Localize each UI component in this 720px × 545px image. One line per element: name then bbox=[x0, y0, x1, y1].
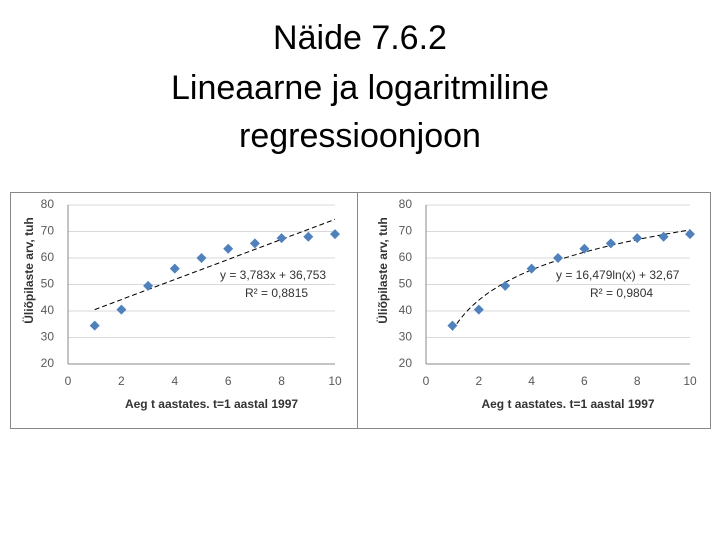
y-tick-label: 60 bbox=[399, 250, 413, 264]
slide-title: regressioonjoon bbox=[239, 117, 481, 155]
y-tick-label: 40 bbox=[41, 303, 55, 317]
y-tick-label: 60 bbox=[41, 250, 55, 264]
x-tick-label: 6 bbox=[581, 374, 588, 388]
x-tick-label: 0 bbox=[423, 374, 430, 388]
x-tick-label: 6 bbox=[225, 374, 232, 388]
y-tick-label: 50 bbox=[41, 277, 55, 291]
x-tick-label: 8 bbox=[634, 374, 641, 388]
data-point bbox=[196, 253, 207, 263]
trendline-equation: y = 3,783x + 36,753 bbox=[220, 268, 326, 282]
data-point bbox=[632, 233, 643, 244]
data-point bbox=[553, 253, 563, 263]
x-tick-label: 10 bbox=[328, 374, 342, 388]
y-axis-label: Üliõpilaste arv, tuh bbox=[375, 217, 390, 323]
data-point bbox=[276, 233, 287, 244]
data-point bbox=[447, 320, 458, 331]
data-point bbox=[526, 263, 537, 274]
y-tick-label: 70 bbox=[41, 224, 55, 238]
trendline bbox=[94, 218, 336, 311]
trendline-r-squared: R² = 0,9804 bbox=[590, 286, 653, 300]
y-tick-label: 80 bbox=[399, 197, 413, 211]
x-axis-label: Aeg t aastates. t=1 aastal 1997 bbox=[481, 397, 654, 411]
data-point bbox=[303, 231, 314, 242]
x-tick-label: 4 bbox=[171, 374, 178, 388]
data-point bbox=[223, 243, 234, 254]
slide-title: Lineaarne ja logaritmiline bbox=[171, 69, 549, 107]
y-tick-label: 50 bbox=[399, 277, 413, 291]
x-tick-label: 4 bbox=[528, 374, 535, 388]
data-point bbox=[116, 304, 127, 315]
trendline-r-squared: R² = 0,8815 bbox=[245, 286, 308, 300]
data-point bbox=[249, 238, 260, 249]
x-tick-label: 10 bbox=[683, 374, 697, 388]
data-point bbox=[579, 243, 590, 254]
y-tick-label: 40 bbox=[399, 303, 413, 317]
x-axis-label: Aeg t aastates. t=1 aastal 1997 bbox=[125, 397, 298, 411]
y-axis-label: Üliõpilaste arv, tuh bbox=[21, 217, 36, 323]
charts-frame bbox=[10, 192, 711, 429]
y-tick-label: 80 bbox=[41, 197, 55, 211]
data-point bbox=[605, 238, 616, 249]
x-tick-label: 8 bbox=[278, 374, 285, 388]
y-tick-label: 30 bbox=[41, 330, 55, 344]
y-tick-label: 20 bbox=[41, 356, 55, 370]
data-point bbox=[89, 320, 100, 331]
data-point bbox=[685, 229, 695, 240]
x-tick-label: 2 bbox=[118, 374, 125, 388]
trendline-equation: y = 16,479ln(x) + 32,67 bbox=[556, 268, 680, 282]
data-point bbox=[330, 229, 340, 240]
y-tick-label: 20 bbox=[399, 356, 413, 370]
data-point bbox=[143, 280, 154, 291]
data-point bbox=[500, 280, 511, 291]
y-tick-label: 30 bbox=[399, 330, 413, 344]
x-tick-label: 2 bbox=[475, 374, 482, 388]
data-point bbox=[473, 304, 484, 315]
x-tick-label: 0 bbox=[65, 374, 72, 388]
y-tick-label: 70 bbox=[399, 224, 413, 238]
data-point bbox=[169, 263, 180, 274]
slide-title: Näide 7.6.2 bbox=[273, 19, 447, 57]
trendline bbox=[451, 229, 691, 331]
data-point bbox=[658, 231, 669, 242]
